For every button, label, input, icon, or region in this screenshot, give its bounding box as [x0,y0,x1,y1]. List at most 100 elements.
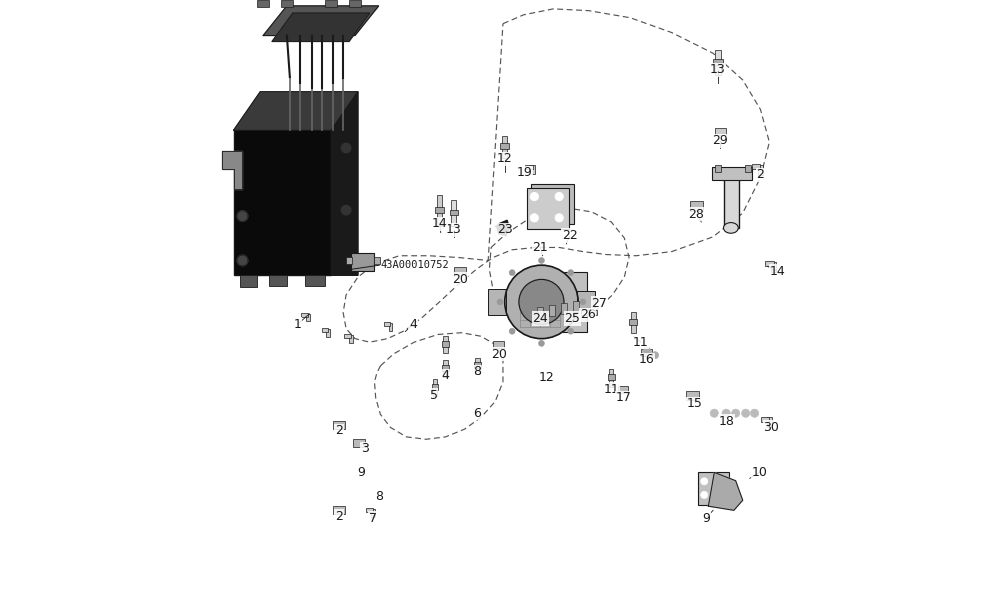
Bar [432,384,438,390]
Text: 11: 11 [603,383,619,396]
Text: 26: 26 [580,308,595,321]
Text: 17: 17 [615,391,631,404]
Text: 15: 15 [686,397,702,410]
Text: 10: 10 [751,466,767,479]
Text: 20: 20 [491,348,507,361]
Circle shape [530,214,538,222]
Bar [629,319,637,325]
Bar [767,417,772,427]
Text: 4: 4 [442,369,449,382]
Text: 18: 18 [718,415,734,428]
Polygon shape [708,472,743,510]
Bar [301,313,308,317]
Bar [433,379,437,396]
Circle shape [538,340,544,346]
Bar [500,143,509,149]
Text: 2: 2 [335,424,343,437]
Bar [752,165,760,169]
Circle shape [722,409,730,417]
Bar [326,329,330,337]
Bar [344,334,351,338]
Bar [686,391,699,400]
Bar [442,341,449,347]
Circle shape [701,491,708,498]
Bar [724,173,739,228]
Circle shape [568,270,574,276]
Bar [353,439,365,447]
Bar [631,313,636,333]
Circle shape [519,279,564,324]
Bar [442,365,449,371]
Polygon shape [234,130,331,275]
Bar [531,184,574,224]
Text: 43A00010752: 43A00010752 [380,260,449,270]
Bar [454,267,466,275]
Circle shape [643,347,650,354]
Text: 13: 13 [446,223,462,236]
Bar [371,509,375,517]
Circle shape [555,192,563,201]
Text: 5: 5 [430,389,438,402]
Circle shape [750,409,759,417]
Bar [306,314,310,321]
Circle shape [710,409,718,417]
Bar [474,362,481,368]
Text: 9: 9 [702,511,710,525]
Bar [493,341,504,348]
Bar [333,421,345,429]
Bar [608,374,615,380]
Text: 11: 11 [633,336,649,349]
Text: 8: 8 [375,490,383,503]
Bar [437,195,442,226]
Circle shape [341,143,351,153]
Bar [758,165,763,175]
Bar [715,128,726,135]
Bar [475,358,480,374]
Circle shape [530,192,538,201]
Circle shape [505,265,578,339]
Bar [325,0,337,7]
Circle shape [701,478,708,485]
Circle shape [742,409,750,417]
Bar [443,360,448,377]
Circle shape [731,409,740,417]
Bar [240,275,257,287]
Bar [281,0,293,7]
Text: 22: 22 [562,229,578,242]
Polygon shape [496,220,509,236]
Bar [346,257,352,264]
Bar [374,257,380,264]
Circle shape [555,214,563,222]
Bar [715,50,721,75]
Circle shape [497,299,503,305]
Text: 12: 12 [497,152,513,165]
Text: 14: 14 [769,265,785,278]
Polygon shape [272,13,370,41]
Bar [269,275,287,286]
Text: 27: 27 [592,297,607,310]
Bar [698,472,729,505]
Text: 19: 19 [517,166,533,179]
Circle shape [509,328,515,334]
Text: 7: 7 [369,511,377,525]
Text: 25: 25 [564,312,580,325]
Bar [366,509,373,512]
Circle shape [580,299,586,305]
Circle shape [538,258,544,263]
Bar [690,201,703,211]
Bar [518,289,562,329]
Bar [549,305,555,316]
Bar [322,329,328,332]
Bar [745,165,751,172]
Bar [435,207,444,213]
Bar [761,417,769,422]
Circle shape [237,255,248,266]
Text: 23: 23 [497,223,513,236]
Circle shape [509,270,515,276]
Bar [349,0,361,7]
Bar [765,260,774,266]
Circle shape [341,205,351,215]
Circle shape [568,328,574,334]
Text: 1: 1 [294,318,301,331]
Circle shape [652,352,659,359]
